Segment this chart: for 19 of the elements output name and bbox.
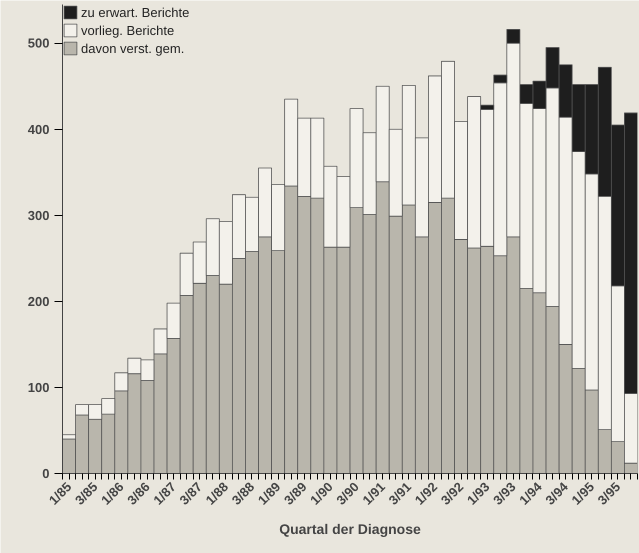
x-tick-label: 3/89 — [281, 479, 310, 508]
y-tick-label: 300 — [28, 208, 50, 223]
legend-label: vorlieg. Berichte — [81, 22, 174, 38]
legend-label: zu erwart. Berichte — [81, 4, 190, 20]
y-tick-label: 0 — [42, 466, 50, 481]
y-tick-label: 400 — [28, 122, 50, 137]
x-tick-label: 3/92 — [438, 479, 466, 508]
x-tick-label: 3/90 — [333, 479, 362, 508]
x-tick-label: 3/94 — [542, 478, 572, 508]
x-tick-label: 3/93 — [490, 479, 519, 508]
legend-label: davon verst. gem. — [81, 40, 184, 56]
x-tick-label: 3/86 — [124, 479, 153, 508]
x-tick-label: 3/88 — [228, 479, 258, 508]
y-tick-label: 500 — [28, 36, 50, 51]
y-tick-label: 100 — [28, 380, 50, 395]
y-tick-label: 200 — [28, 294, 50, 309]
x-tick-label: 3/91 — [386, 479, 414, 508]
x-axis-title: Quartal der Diagnose — [279, 521, 422, 537]
x-tick-label: 1/91 — [359, 479, 388, 508]
